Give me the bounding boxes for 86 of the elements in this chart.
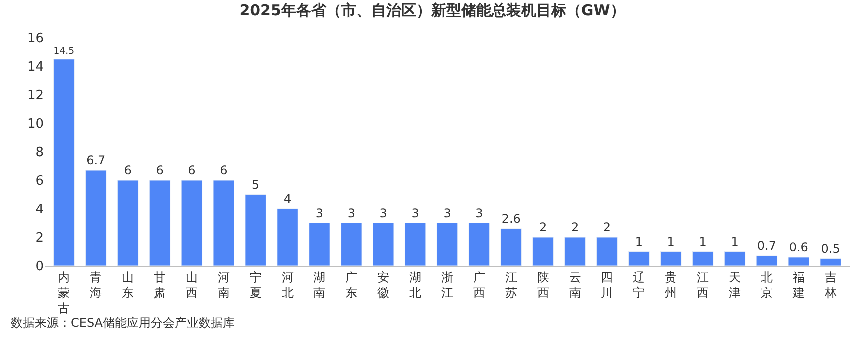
data-label: 2 xyxy=(603,220,612,234)
bar xyxy=(692,252,714,266)
bar xyxy=(660,252,682,266)
x-tick-label: 青海 xyxy=(90,270,102,300)
bar xyxy=(85,170,107,266)
y-tick-label: 0 xyxy=(36,260,44,275)
x-tick-label: 浙江 xyxy=(442,270,454,300)
bar xyxy=(596,237,618,266)
data-label: 6.7 xyxy=(86,154,106,168)
x-tick-label: 贵州 xyxy=(665,270,678,300)
data-label: 3 xyxy=(380,206,388,220)
x-tick-label: 广东 xyxy=(346,270,358,300)
x-tick-label: 云南 xyxy=(569,270,582,300)
x-tick-label: 河南 xyxy=(218,270,230,300)
data-label: 0.7 xyxy=(757,239,776,254)
x-tick-label: 甘肃 xyxy=(154,270,166,300)
y-tick-label: 6 xyxy=(36,174,44,190)
bar xyxy=(341,223,362,266)
bar xyxy=(277,208,298,266)
bar xyxy=(436,223,458,266)
data-label: 2.6 xyxy=(502,212,521,226)
bar xyxy=(788,257,810,266)
bar xyxy=(468,223,490,266)
data-label: 2 xyxy=(540,220,548,234)
x-tick-label: 吉林 xyxy=(824,270,837,300)
data-label: 0.5 xyxy=(821,242,840,256)
y-tick-label: 14 xyxy=(27,60,44,76)
y-tick-label: 4 xyxy=(36,202,44,218)
bar xyxy=(181,180,203,266)
data-label: 3 xyxy=(444,206,452,220)
data-label: 3 xyxy=(348,206,356,220)
data-label: 14.5 xyxy=(54,46,75,58)
x-tick-label: 广西 xyxy=(473,270,486,300)
data-label: 5 xyxy=(252,178,260,192)
x-tick-label: 湖南 xyxy=(314,270,326,300)
data-label: 6 xyxy=(188,164,196,178)
x-tick-label: 湖北 xyxy=(410,270,422,300)
data-label: 1 xyxy=(667,234,675,249)
source-note: 数据来源：CESA储能应用分会产业数据库 xyxy=(11,316,236,330)
bar xyxy=(372,223,394,266)
bar xyxy=(500,228,522,266)
bar xyxy=(117,180,139,266)
bar xyxy=(564,237,586,266)
x-tick-label: 陕西 xyxy=(537,270,550,300)
x-tick-label: 辽宁 xyxy=(633,270,646,300)
bar xyxy=(309,223,330,266)
data-label: 6 xyxy=(124,164,132,178)
y-tick-label: 10 xyxy=(27,117,44,132)
x-tick-label: 福建 xyxy=(792,270,805,300)
y-tick-label: 16 xyxy=(27,32,44,47)
data-label: 3 xyxy=(316,206,324,220)
x-tick-label: 河北 xyxy=(282,270,294,300)
y-tick-label: 8 xyxy=(36,146,44,161)
x-tick-label: 安徽 xyxy=(378,270,390,300)
data-label: 1 xyxy=(699,234,707,249)
x-tick-label: 山东 xyxy=(122,270,134,300)
bar xyxy=(532,237,554,266)
chart-title: 2025年各省（市、自治区）新型储能总装机目标（GW） xyxy=(240,2,626,20)
data-label: 6 xyxy=(220,164,228,178)
bar xyxy=(404,223,426,266)
bar xyxy=(149,180,171,266)
x-tick-label: 内蒙古 xyxy=(58,270,70,316)
bar xyxy=(628,252,650,266)
data-label: 4 xyxy=(284,192,292,206)
bar xyxy=(245,194,266,266)
y-tick-label: 12 xyxy=(27,88,44,104)
bar xyxy=(54,59,75,266)
x-tick-label: 江西 xyxy=(697,270,710,300)
bar xyxy=(756,256,778,266)
data-label: 2 xyxy=(571,220,580,234)
y-tick-label: 2 xyxy=(36,231,44,246)
data-label: 3 xyxy=(476,206,484,220)
data-label: 3 xyxy=(412,206,420,220)
x-tick-label: 天津 xyxy=(729,270,741,300)
data-label: 6 xyxy=(156,164,164,178)
x-tick-label: 北京 xyxy=(760,270,773,300)
bar xyxy=(213,180,235,266)
x-tick-label: 江苏 xyxy=(505,270,518,300)
data-label: 1 xyxy=(731,234,739,249)
data-label: 1 xyxy=(635,234,643,249)
bar xyxy=(724,252,746,266)
x-tick-label: 山西 xyxy=(186,270,198,300)
bar xyxy=(820,258,842,266)
x-tick-label: 宁夏 xyxy=(250,270,262,300)
data-label: 0.6 xyxy=(789,240,808,254)
x-tick-label: 四川 xyxy=(601,270,614,300)
